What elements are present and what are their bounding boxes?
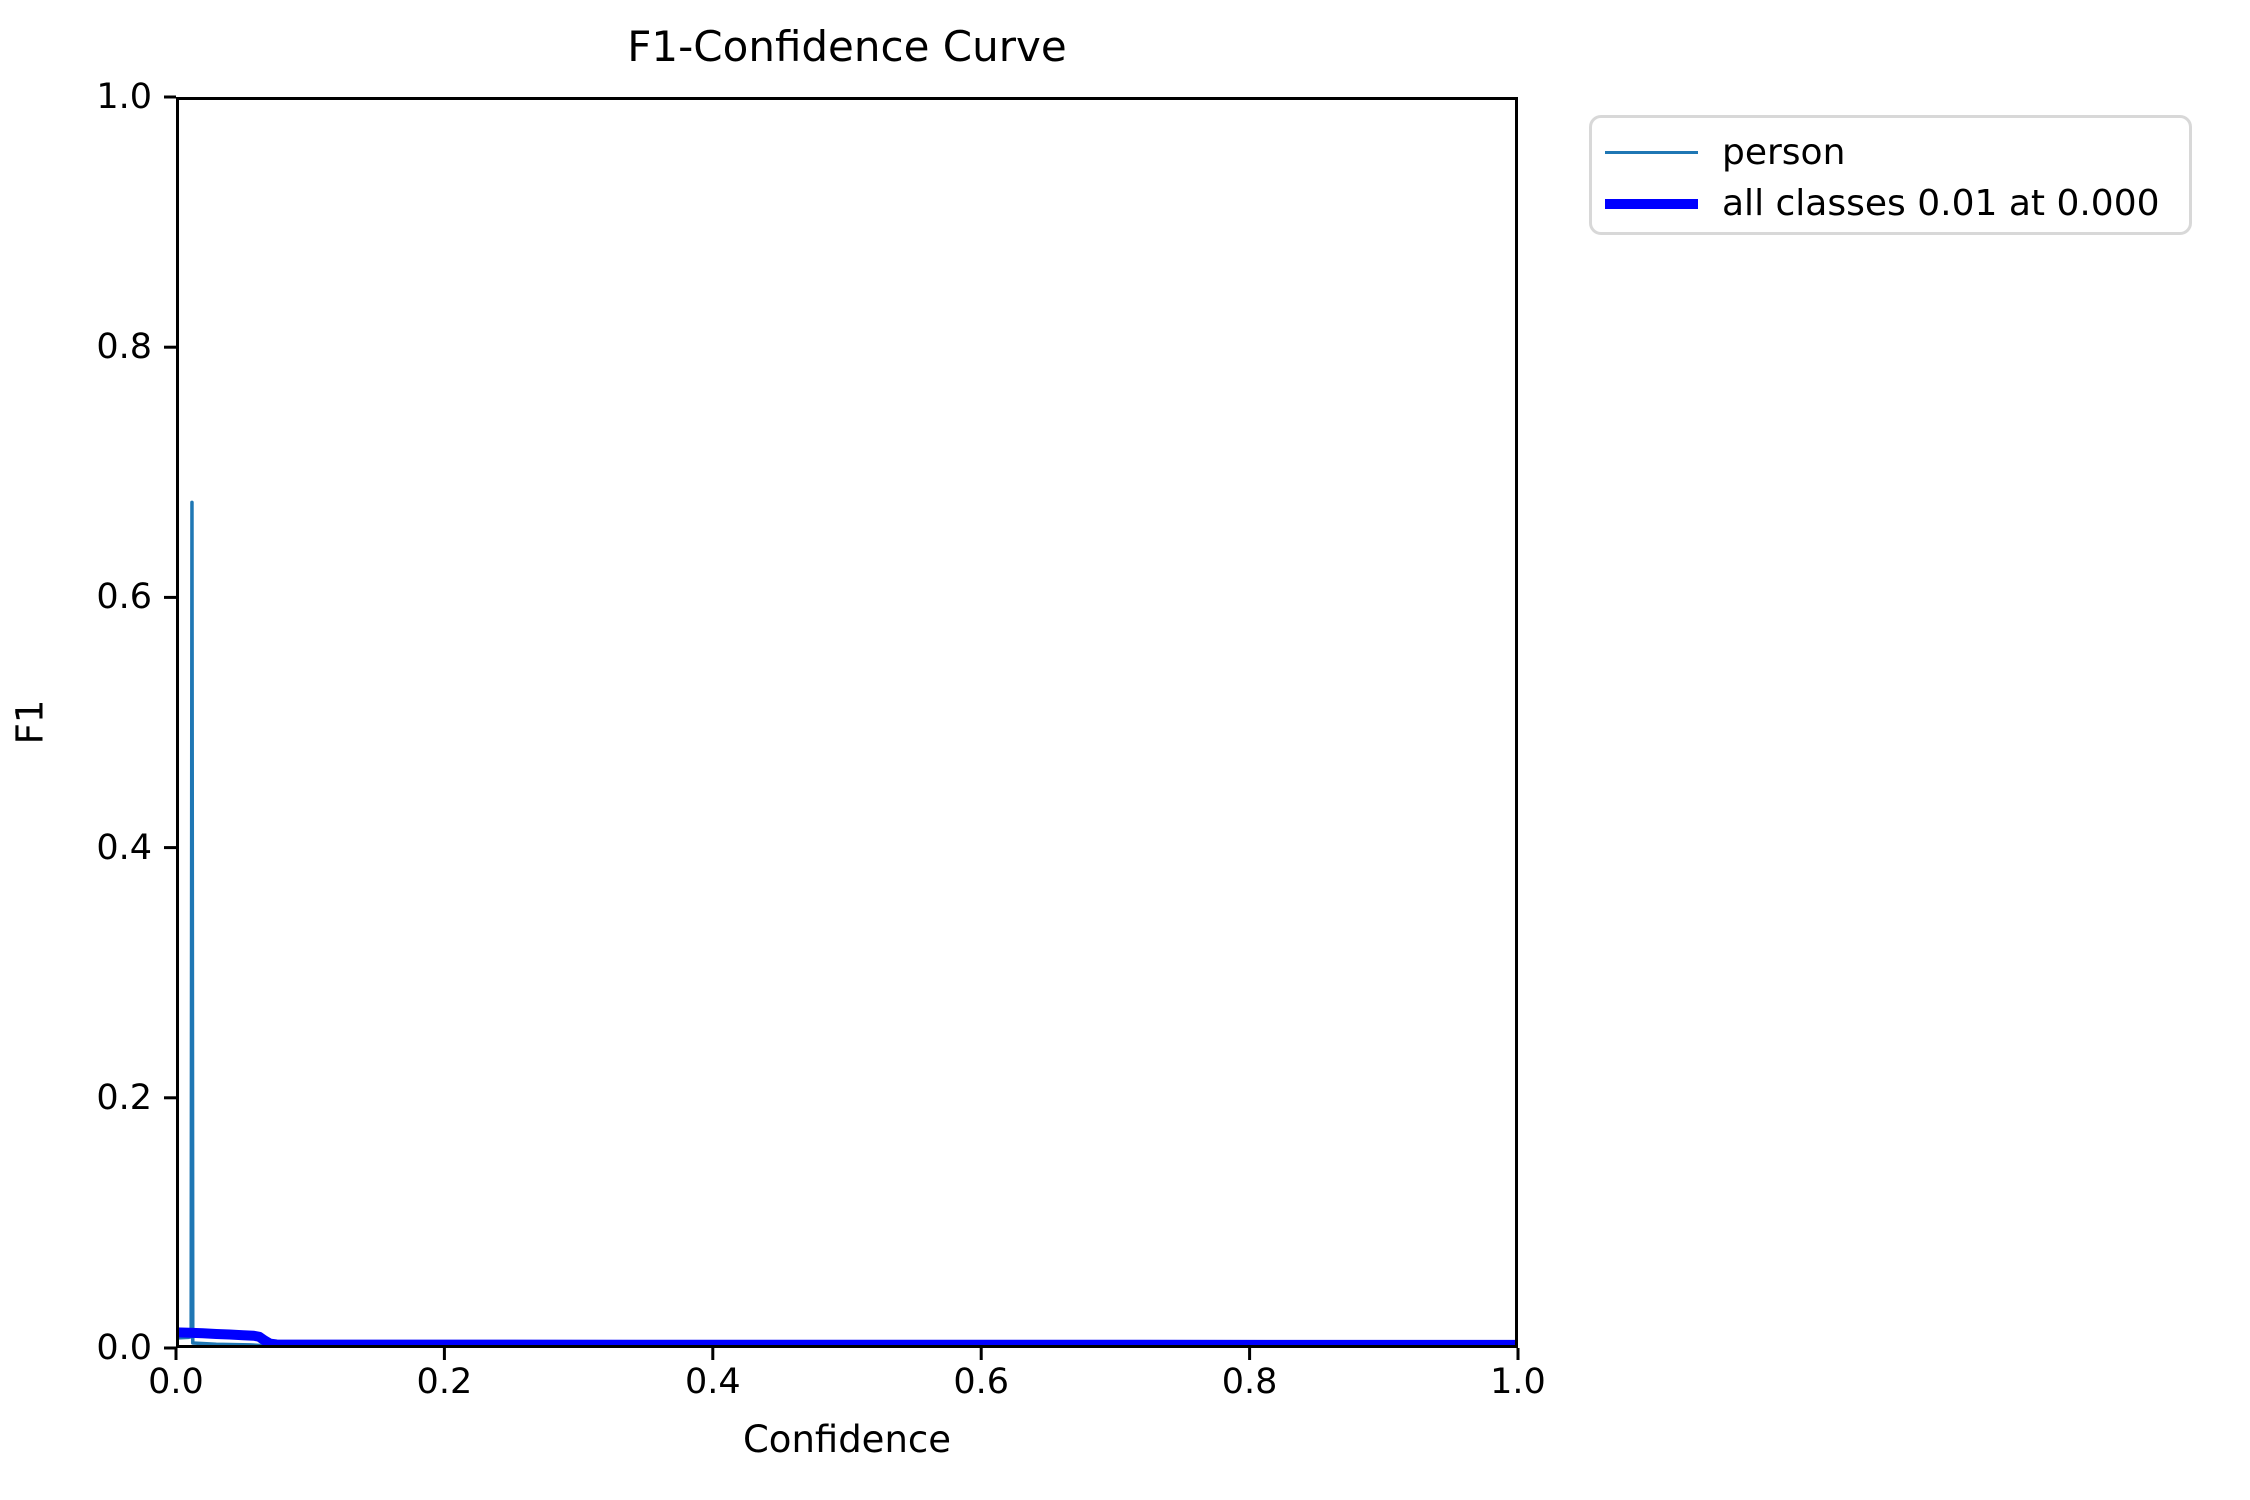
y-tick-label-1: 0.2 [96,1077,152,1118]
x-tick-label-3: 0.6 [953,1362,1010,1402]
y-tick-label-0: 0.0 [96,1328,152,1368]
legend-label-0: person [1722,131,1846,173]
y-tick-label-4: 0.8 [96,327,152,368]
legend-line-sample-1 [1605,198,1698,209]
plot-area [164,95,1520,1360]
legend-box: person all classes 0.01 at 0.000 [1589,115,2192,235]
legend-line-sample-0 [1605,150,1698,155]
x-tick-label-1: 0.2 [416,1362,473,1402]
legend-label-1: all classes 0.01 at 0.000 [1722,182,2160,224]
y-tick-label-3: 0.6 [96,577,152,618]
legend-item-0: person [1592,127,2189,178]
x-tick-label-5: 1.0 [1490,1362,1546,1402]
y-tick-label-5: 1.0 [96,77,152,117]
axes-spines [176,97,1518,1348]
series-lines [176,500,1518,1348]
y-axis-label: F1 [8,699,52,745]
x-tick-label-4: 0.8 [1221,1362,1278,1402]
series-line-1 [176,1327,1518,1348]
chart-title: F1-Confidence Curve [627,22,1067,71]
x-tick-label-2: 0.4 [684,1362,741,1402]
y-tick-label-2: 0.4 [96,827,152,868]
x-tick-label-0: 0.0 [148,1362,204,1402]
x-axis-label: Confidence [742,1418,952,1461]
tick-marks [164,95,1520,1360]
series-line-0 [176,500,1518,1348]
legend-item-1: all classes 0.01 at 0.000 [1592,178,2189,229]
